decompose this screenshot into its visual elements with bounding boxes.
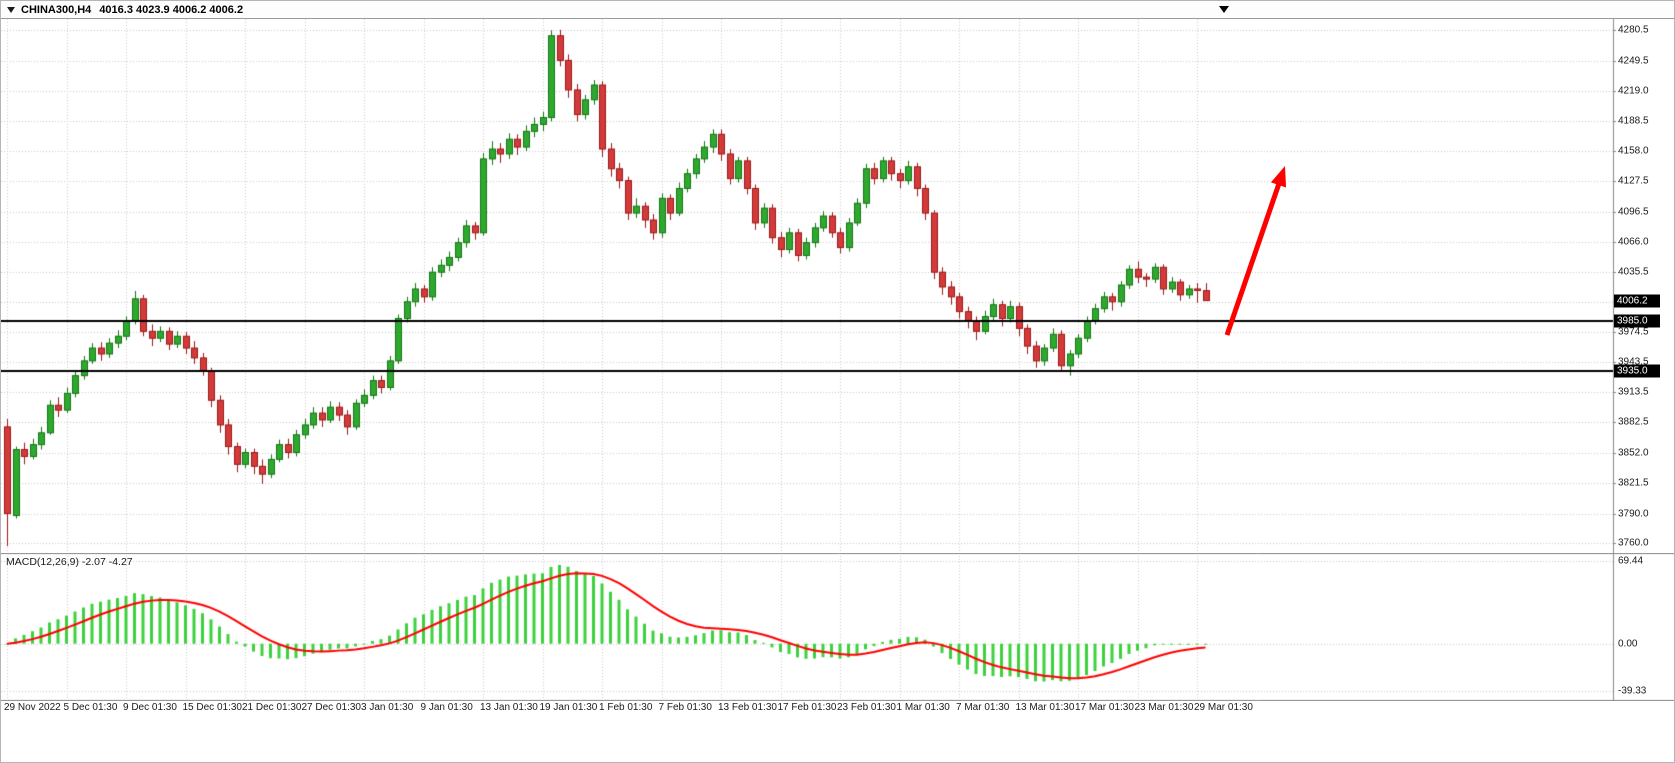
price-tick-label: 3913.5 — [1618, 386, 1649, 398]
time-tick-label: 21 Dec 01:30 — [242, 702, 302, 713]
hline-price-badge: 3935.0 — [1614, 364, 1660, 378]
ohlc-values-label: 4016.3 4023.9 4006.2 4006.2 — [99, 3, 244, 16]
time-tick-label: 1 Feb 01:30 — [599, 702, 653, 713]
time-tick-label: 13 Mar 01:30 — [1015, 702, 1075, 713]
time-tick-label: 15 Dec 01:30 — [182, 702, 243, 713]
macd-tick-label: 0.00 — [1618, 638, 1638, 650]
time-tick-label: 9 Jan 01:30 — [420, 702, 473, 713]
time-tick-label: 5 Dec 01:30 — [63, 702, 118, 713]
price-tick-label: 3790.0 — [1618, 508, 1649, 520]
time-tick-label: 29 Mar 01:30 — [1194, 702, 1253, 713]
macd-panel[interactable]: MACD(12,26,9) -2.07 -4.27 69.44 0.00 -39.3… — [1, 553, 1674, 701]
price-tick-label: 3882.5 — [1618, 416, 1649, 428]
one-click-trading-icon[interactable] — [7, 6, 15, 13]
price-tick-label: 4219.0 — [1618, 85, 1649, 97]
time-tick-label: 27 Dec 01:30 — [301, 702, 362, 713]
price-chart-area[interactable]: 4280.5 4249.5 4219.0 4188.5 4158.0 4127.5 4096… — [1, 19, 1675, 553]
price-tick-label: 3760.0 — [1618, 537, 1649, 549]
time-tick-label: 19 Jan 01:30 — [539, 702, 598, 713]
price-chart-canvas[interactable] — [1, 19, 1674, 553]
hline-price-badge: 3985.0 — [1614, 314, 1660, 328]
symbol-timeframe-label: CHINA300,H4 — [21, 3, 92, 16]
time-tick-label: 7 Mar 01:30 — [956, 702, 1010, 713]
time-tick-label: 17 Feb 01:30 — [777, 702, 837, 713]
time-tick-label: 1 Mar 01:30 — [896, 702, 950, 713]
time-tick-label: 13 Jan 01:30 — [480, 702, 538, 713]
time-tick-label: 13 Feb 01:30 — [718, 702, 777, 713]
price-tick-label: 3943.5 — [1618, 356, 1649, 368]
price-tick-label: 4096.5 — [1618, 206, 1649, 218]
price-tick-label: 4127.5 — [1618, 175, 1649, 187]
price-tick-label: 4280.5 — [1618, 24, 1649, 36]
chart-header: CHINA300,H4 4016.3 4023.9 4006.2 4006.2 — [1, 1, 1674, 19]
time-tick-label: 23 Feb 01:30 — [837, 702, 896, 713]
time-tick-label: 29 Nov 2022 — [4, 702, 61, 713]
price-tick-label: 4158.0 — [1618, 145, 1649, 157]
time-tick-label: 7 Feb 01:30 — [658, 702, 712, 713]
trend-arrow-annotation[interactable] — [1, 19, 1675, 553]
price-tick-label: 4066.0 — [1618, 236, 1649, 248]
price-tick-label: 3852.0 — [1618, 447, 1649, 458]
price-tick-label: 4249.5 — [1618, 55, 1649, 67]
time-tick-label: 3 Jan 01:30 — [361, 702, 414, 713]
time-tick-label: 9 Dec 01:30 — [123, 702, 177, 713]
macd-canvas[interactable] — [1, 553, 1674, 701]
time-tick-label: 17 Mar 01:30 — [1075, 702, 1134, 713]
time-tick-label: 23 Mar 01:30 — [1134, 702, 1194, 713]
price-tick-label: 4188.5 — [1618, 115, 1649, 127]
time-axis: 29 Nov 2022 5 Dec 01:30 9 Dec 01:30 15 Dec … — [1, 702, 1674, 717]
macd-tick-label: 69.44 — [1618, 555, 1644, 567]
price-tick-label: 3974.5 — [1618, 326, 1649, 338]
current-price-badge: 4006.2 — [1614, 294, 1660, 308]
chart-shift-marker-icon[interactable] — [1219, 6, 1229, 13]
macd-tick-label: -39.33 — [1618, 685, 1647, 697]
price-tick-label: 3821.5 — [1618, 477, 1649, 489]
price-tick-label: 4035.5 — [1618, 266, 1649, 278]
macd-indicator-label: MACD(12,26,9) -2.07 -4.27 — [6, 556, 133, 568]
